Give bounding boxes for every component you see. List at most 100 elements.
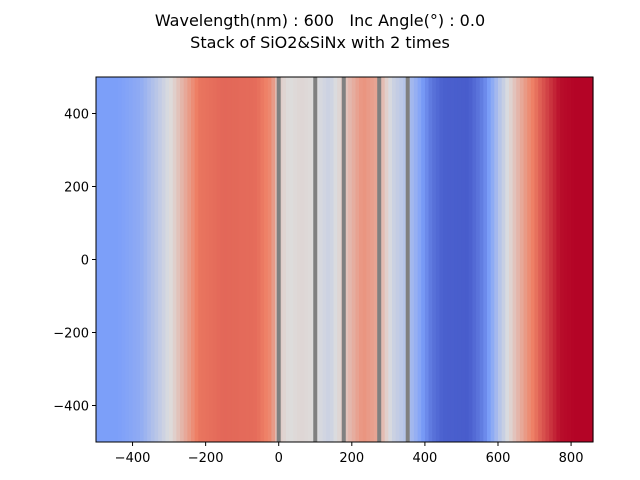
heatmap-cell — [329, 77, 335, 442]
heatmap-cell — [582, 77, 587, 442]
heatmap-cell — [322, 77, 327, 442]
heatmap-cell — [286, 77, 291, 442]
heatmap-cell — [556, 77, 561, 442]
heatmap-cell — [483, 77, 488, 442]
heatmap-cell — [136, 77, 141, 442]
heatmap-cell — [253, 77, 258, 442]
heatmap-cell — [465, 77, 470, 442]
heatmap-cell — [103, 77, 108, 442]
heatmap-cell — [563, 77, 569, 442]
heatmap-cell — [578, 77, 583, 442]
heatmap-cell — [384, 77, 389, 442]
heatmap-cell — [439, 77, 444, 442]
heatmap-cell — [256, 77, 262, 442]
heatmap-cell — [523, 77, 528, 442]
chart-title-line-1: Wavelength(nm) : 600 Inc Angle(°) : 0.0 — [154, 11, 486, 30]
heatmap-cell — [238, 77, 243, 442]
heatmap-cell — [293, 77, 298, 442]
heatmap-cell — [337, 77, 342, 442]
heatmap-cell — [355, 77, 360, 442]
heatmap-cell — [227, 77, 232, 442]
heatmap-cell — [125, 77, 130, 442]
heatmap-cell — [421, 77, 426, 442]
heatmap-cell — [249, 77, 254, 442]
heatmap-cell — [508, 77, 514, 442]
heatmap-cell — [432, 77, 437, 442]
heatmap-cell — [417, 77, 422, 442]
heatmap-cell — [165, 77, 170, 442]
heatmap-cell — [183, 77, 188, 442]
heatmap-cell — [351, 77, 357, 442]
heatmap-cell — [176, 77, 181, 442]
heatmap-cell — [187, 77, 192, 442]
heatmap-cell — [359, 77, 364, 442]
heatmap-cell — [585, 77, 590, 442]
heatmap-cell — [169, 77, 174, 442]
x-tick-label: 800 — [559, 451, 584, 466]
x-tick-label: 0 — [275, 451, 283, 466]
heatmap-cell — [545, 77, 550, 442]
heatmap-cell — [150, 77, 156, 442]
heatmap-cell — [121, 77, 126, 442]
heatmap-cell — [435, 77, 441, 442]
heatmap-cell — [560, 77, 565, 442]
heatmap-cell — [223, 77, 229, 442]
y-tick-label: −400 — [53, 400, 89, 415]
heatmap-cell — [348, 77, 353, 442]
heatmap-cell — [567, 77, 572, 442]
heatmap-cell — [128, 77, 134, 442]
heatmap-cell — [512, 77, 517, 442]
heatmap-cell — [527, 77, 532, 442]
heatmap-cell — [443, 77, 448, 442]
heatmap-cell — [106, 77, 112, 442]
heatmap-cell — [399, 77, 404, 442]
heatmap-cell — [282, 77, 287, 442]
heatmap-cell — [172, 77, 177, 442]
heatmap-cell — [307, 77, 313, 442]
heatmap-cell — [428, 77, 433, 442]
heatmap-cell — [201, 77, 207, 442]
heatmap-cell — [454, 77, 459, 442]
heatmap-cell — [497, 77, 503, 442]
chart-title-line-2: Stack of SiO2&SiNx with 2 times — [190, 33, 450, 52]
heatmap-cell — [99, 77, 104, 442]
heatmap-cell — [267, 77, 273, 442]
heatmap-cell — [410, 77, 415, 442]
heatmap-cell — [326, 77, 331, 442]
heatmap-cell — [289, 77, 294, 442]
heatmap-cell — [198, 77, 203, 442]
heatmap-cell — [519, 77, 525, 442]
heatmap-cell — [209, 77, 214, 442]
heatmap-cell — [538, 77, 543, 442]
heatmap-cell — [96, 77, 101, 442]
heatmap-cell — [139, 77, 145, 442]
heatmap-cell — [117, 77, 123, 442]
heatmap-cell — [242, 77, 247, 442]
heatmap-cell — [413, 77, 419, 442]
x-tick-label: 400 — [412, 451, 437, 466]
heatmap-cell — [278, 77, 283, 442]
heatmap-cell — [333, 77, 338, 442]
heatmap-cell — [589, 77, 594, 442]
heatmap-cell — [574, 77, 579, 442]
heatmap-cell — [143, 77, 148, 442]
heatmap-cell — [216, 77, 221, 442]
heatmap-cell — [450, 77, 455, 442]
heatmap-cell — [446, 77, 452, 442]
heatmap-cell — [549, 77, 554, 442]
heatmap-cell — [388, 77, 393, 442]
y-tick-label: 400 — [64, 108, 89, 123]
heatmap-cell — [304, 77, 309, 442]
heatmap-cell — [234, 77, 240, 442]
heatmap-cell — [392, 77, 397, 442]
heatmap-cell — [154, 77, 159, 442]
heatmap-cell — [110, 77, 115, 442]
heatmap-cell — [318, 77, 324, 442]
heatmap-cell — [476, 77, 481, 442]
heatmap-cell — [541, 77, 547, 442]
heatmap-cell — [373, 77, 378, 442]
heatmap-cell — [245, 77, 251, 442]
heatmap-cell — [114, 77, 119, 442]
